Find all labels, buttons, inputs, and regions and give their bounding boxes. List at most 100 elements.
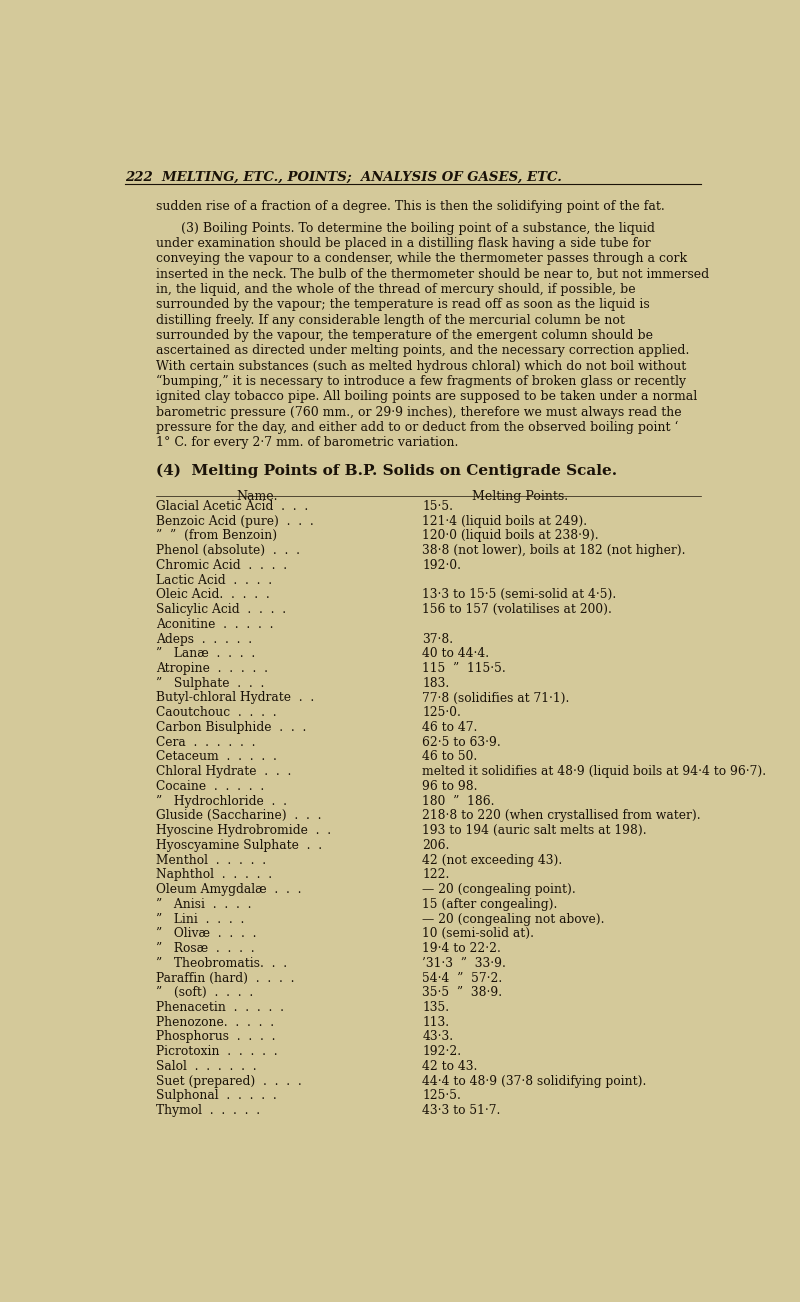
Text: ”  ”  (from Benzoin): ” ” (from Benzoin) xyxy=(156,530,277,543)
Text: 43·3.: 43·3. xyxy=(422,1030,454,1043)
Text: ’31·3  ”  33·9.: ’31·3 ” 33·9. xyxy=(422,957,506,970)
Text: 38·8 (not lower), boils at 182 (not higher).: 38·8 (not lower), boils at 182 (not high… xyxy=(422,544,686,557)
Text: under examination should be placed in a distilling flask having a side tube for: under examination should be placed in a … xyxy=(156,237,650,250)
Text: — 20 (congealing not above).: — 20 (congealing not above). xyxy=(422,913,605,926)
Text: ”   Lini  .  .  .  .: ” Lini . . . . xyxy=(156,913,244,926)
Text: 122.: 122. xyxy=(422,868,450,881)
Text: Phenol (absolute)  .  .  .: Phenol (absolute) . . . xyxy=(156,544,300,557)
Text: 15·5.: 15·5. xyxy=(422,500,454,513)
Text: Phosphorus  .  .  .  .: Phosphorus . . . . xyxy=(156,1030,275,1043)
Text: Carbon Bisulphide  .  .  .: Carbon Bisulphide . . . xyxy=(156,721,306,734)
Text: Paraffin (hard)  .  .  .  .: Paraffin (hard) . . . . xyxy=(156,971,294,984)
Text: 43·3 to 51·7.: 43·3 to 51·7. xyxy=(422,1104,501,1117)
Text: ”   Theobromatis.  .  .: ” Theobromatis. . . xyxy=(156,957,287,970)
Text: Lactic Acid  .  .  .  .: Lactic Acid . . . . xyxy=(156,574,272,587)
Text: 54·4  ”  57·2.: 54·4 ” 57·2. xyxy=(422,971,502,984)
Text: Cetaceum  .  .  .  .  .: Cetaceum . . . . . xyxy=(156,750,277,763)
Text: 1° C. for every 2·7 mm. of barometric variation.: 1° C. for every 2·7 mm. of barometric va… xyxy=(156,436,458,449)
Text: 77·8 (solidifies at 71·1).: 77·8 (solidifies at 71·1). xyxy=(422,691,570,704)
Text: Hyoscine Hydrobromide  .  .: Hyoscine Hydrobromide . . xyxy=(156,824,331,837)
Text: inserted in the neck. The bulb of the thermometer should be near to, but not imm: inserted in the neck. The bulb of the th… xyxy=(156,268,709,281)
Text: (4)  Melting Points of B.P. Solids on Centigrade Scale.: (4) Melting Points of B.P. Solids on Cen… xyxy=(156,464,617,478)
Text: distilling freely. If any considerable length of the mercurial column be not: distilling freely. If any considerable l… xyxy=(156,314,625,327)
Text: Hyoscyamine Sulphate  .  .: Hyoscyamine Sulphate . . xyxy=(156,838,322,852)
Text: 46 to 50.: 46 to 50. xyxy=(422,750,478,763)
Text: 96 to 98.: 96 to 98. xyxy=(422,780,478,793)
Text: surrounded by the vapour, the temperature of the emergent column should be: surrounded by the vapour, the temperatur… xyxy=(156,329,653,342)
Text: Melting Points.: Melting Points. xyxy=(472,490,568,503)
Text: 115  ”  115·5.: 115 ” 115·5. xyxy=(422,661,506,674)
Text: 192·0.: 192·0. xyxy=(422,559,462,572)
Text: melted it solidifies at 48·9 (liquid boils at 94·4 to 96·7).: melted it solidifies at 48·9 (liquid boi… xyxy=(422,766,766,779)
Text: ”   Rosæ  .  .  .  .: ” Rosæ . . . . xyxy=(156,943,254,956)
Text: Salicylic Acid  .  .  .  .: Salicylic Acid . . . . xyxy=(156,603,286,616)
Text: — 20 (congealing point).: — 20 (congealing point). xyxy=(422,883,576,896)
Text: Suet (prepared)  .  .  .  .: Suet (prepared) . . . . xyxy=(156,1074,302,1087)
Text: Menthol  .  .  .  .  .: Menthol . . . . . xyxy=(156,854,266,867)
Text: Oleic Acid.  .  .  .  .: Oleic Acid. . . . . xyxy=(156,589,270,602)
Text: ”   Sulphate  .  .  .: ” Sulphate . . . xyxy=(156,677,264,690)
Text: ignited clay tobacco pipe. All boiling points are supposed to be taken under a n: ignited clay tobacco pipe. All boiling p… xyxy=(156,391,697,404)
Text: 46 to 47.: 46 to 47. xyxy=(422,721,478,734)
Text: 125·5.: 125·5. xyxy=(422,1090,462,1103)
Text: 218·8 to 220 (when crystallised from water).: 218·8 to 220 (when crystallised from wat… xyxy=(422,810,701,823)
Text: ”   Hydrochloride  .  .: ” Hydrochloride . . xyxy=(156,794,287,807)
Text: Salol  .  .  .  .  .  .: Salol . . . . . . xyxy=(156,1060,257,1073)
Text: 120·0 (liquid boils at 238·9).: 120·0 (liquid boils at 238·9). xyxy=(422,530,599,543)
Text: 113.: 113. xyxy=(422,1016,450,1029)
Text: Adeps  .  .  .  .  .: Adeps . . . . . xyxy=(156,633,252,646)
Text: 183.: 183. xyxy=(422,677,450,690)
Text: 44·4 to 48·9 (37·8 solidifying point).: 44·4 to 48·9 (37·8 solidifying point). xyxy=(422,1074,646,1087)
Text: conveying the vapour to a condenser, while the thermometer passes through a cork: conveying the vapour to a condenser, whi… xyxy=(156,253,687,266)
Text: 125·0.: 125·0. xyxy=(422,706,462,719)
Text: pressure for the day, and either add to or deduct from the observed boiling poin: pressure for the day, and either add to … xyxy=(156,421,678,435)
Text: With certain substances (such as melted hydrous chloral) which do not boil witho: With certain substances (such as melted … xyxy=(156,359,686,372)
Text: Naphthol  .  .  .  .  .: Naphthol . . . . . xyxy=(156,868,272,881)
Text: Butyl-chloral Hydrate  .  .: Butyl-chloral Hydrate . . xyxy=(156,691,314,704)
Text: 42 to 43.: 42 to 43. xyxy=(422,1060,478,1073)
Text: Caoutchouc  .  .  .  .: Caoutchouc . . . . xyxy=(156,706,277,719)
Text: (3) Boiling Points. To determine the boiling point of a substance, the liquid: (3) Boiling Points. To determine the boi… xyxy=(181,221,654,234)
Text: ”   Anisi  .  .  .  .: ” Anisi . . . . xyxy=(156,898,251,911)
Text: ”   Olivæ  .  .  .  .: ” Olivæ . . . . xyxy=(156,927,256,940)
Text: 62·5 to 63·9.: 62·5 to 63·9. xyxy=(422,736,501,749)
Text: Picrotoxin  .  .  .  .  .: Picrotoxin . . . . . xyxy=(156,1046,278,1059)
Text: 15 (after congealing).: 15 (after congealing). xyxy=(422,898,558,911)
Text: surrounded by the vapour; the temperature is read off as soon as the liquid is: surrounded by the vapour; the temperatur… xyxy=(156,298,650,311)
Text: Cocaine  .  .  .  .  .: Cocaine . . . . . xyxy=(156,780,264,793)
Text: ascertained as directed under melting points, and the necessary correction appli: ascertained as directed under melting po… xyxy=(156,345,689,358)
Text: 37·8.: 37·8. xyxy=(422,633,454,646)
Text: Benzoic Acid (pure)  .  .  .: Benzoic Acid (pure) . . . xyxy=(156,514,314,527)
Text: 193 to 194 (auric salt melts at 198).: 193 to 194 (auric salt melts at 198). xyxy=(422,824,647,837)
Text: Chloral Hydrate  .  .  .: Chloral Hydrate . . . xyxy=(156,766,291,779)
Text: 42 (not exceeding 43).: 42 (not exceeding 43). xyxy=(422,854,562,867)
Text: ”   Lanæ  .  .  .  .: ” Lanæ . . . . xyxy=(156,647,255,660)
Text: Cera  .  .  .  .  .  .: Cera . . . . . . xyxy=(156,736,255,749)
Text: Thymol  .  .  .  .  .: Thymol . . . . . xyxy=(156,1104,260,1117)
Text: 156 to 157 (volatilises at 200).: 156 to 157 (volatilises at 200). xyxy=(422,603,612,616)
Text: Glacial Acetic Acid  .  .  .: Glacial Acetic Acid . . . xyxy=(156,500,308,513)
Text: 121·4 (liquid boils at 249).: 121·4 (liquid boils at 249). xyxy=(422,514,587,527)
Text: 35·5  ”  38·9.: 35·5 ” 38·9. xyxy=(422,986,502,999)
Text: Chromic Acid  .  .  .  .: Chromic Acid . . . . xyxy=(156,559,287,572)
Text: 40 to 44·4.: 40 to 44·4. xyxy=(422,647,490,660)
Text: “bumping,” it is necessary to introduce a few fragments of broken glass or recen: “bumping,” it is necessary to introduce … xyxy=(156,375,686,388)
Text: barometric pressure (760 mm., or 29·9 inches), therefore we must always read the: barometric pressure (760 mm., or 29·9 in… xyxy=(156,406,682,419)
Text: 13·3 to 15·5 (semi-solid at 4·5).: 13·3 to 15·5 (semi-solid at 4·5). xyxy=(422,589,617,602)
Text: sudden rise of a fraction of a degree. This is then the solidifying point of the: sudden rise of a fraction of a degree. T… xyxy=(156,201,665,214)
Text: Sulphonal  .  .  .  .  .: Sulphonal . . . . . xyxy=(156,1090,277,1103)
Text: 206.: 206. xyxy=(422,838,450,852)
Text: Phenacetin  .  .  .  .  .: Phenacetin . . . . . xyxy=(156,1001,284,1014)
Text: in, the liquid, and the whole of the thread of mercury should, if possible, be: in, the liquid, and the whole of the thr… xyxy=(156,283,635,296)
Text: Gluside (Saccharine)  .  .  .: Gluside (Saccharine) . . . xyxy=(156,810,322,823)
Text: Name.: Name. xyxy=(237,490,278,503)
Text: 135.: 135. xyxy=(422,1001,450,1014)
Text: 10 (semi-solid at).: 10 (semi-solid at). xyxy=(422,927,534,940)
Text: 180  ”  186.: 180 ” 186. xyxy=(422,794,495,807)
Text: Aconitine  .  .  .  .  .: Aconitine . . . . . xyxy=(156,618,274,630)
Text: Phenozone.  .  .  .  .: Phenozone. . . . . xyxy=(156,1016,274,1029)
Text: 19·4 to 22·2.: 19·4 to 22·2. xyxy=(422,943,502,956)
Text: Oleum Amygdalæ  .  .  .: Oleum Amygdalæ . . . xyxy=(156,883,302,896)
Text: 192·2.: 192·2. xyxy=(422,1046,462,1059)
Text: Atropine  .  .  .  .  .: Atropine . . . . . xyxy=(156,661,268,674)
